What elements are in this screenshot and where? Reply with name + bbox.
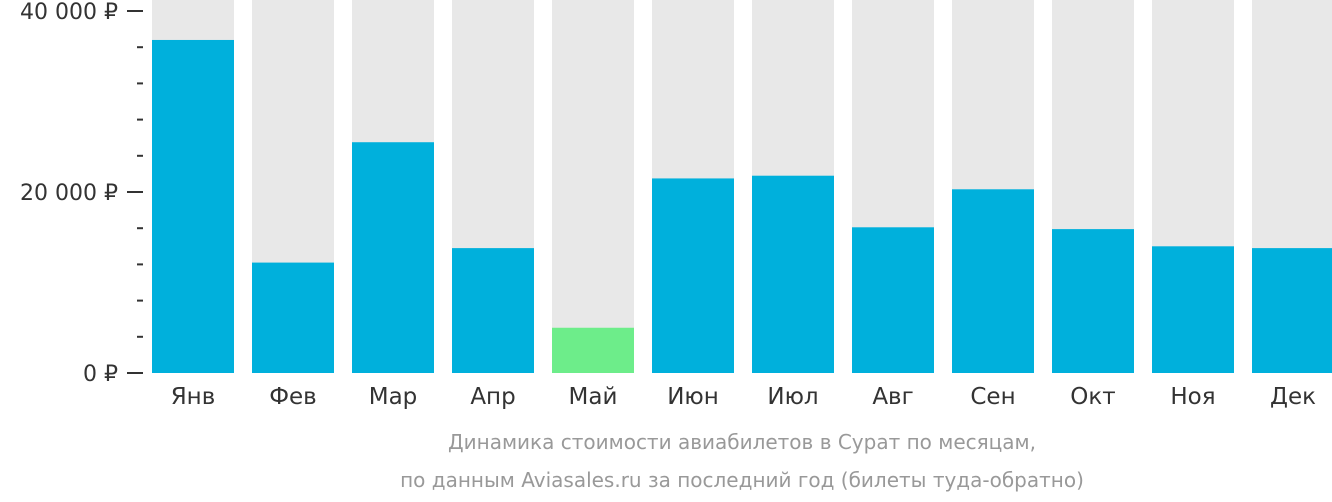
bar xyxy=(352,142,434,373)
bar-chart: Янв Фев Мар Апр Май Июн Июл Авг Сен Окт Ноя Дек 0 ₽ 2… xyxy=(20,0,1332,410)
chart-caption-line-1: Динамика стоимости авиабилетов в Сурат п… xyxy=(448,430,1036,454)
x-tick-label: Фев xyxy=(269,384,317,410)
x-tick-label: Ноя xyxy=(1170,384,1215,410)
bar xyxy=(652,178,734,373)
x-tick-label: Апр xyxy=(470,384,515,410)
x-tick-label: Июн xyxy=(667,384,719,410)
bar-cheapest xyxy=(552,327,634,373)
bar xyxy=(1152,246,1234,373)
y-tick-label: 20 000 ₽ xyxy=(20,181,118,206)
bar xyxy=(152,39,234,374)
y-tick-label: 0 ₽ xyxy=(83,362,118,387)
bar xyxy=(1252,248,1332,373)
x-tick-label: Мар xyxy=(369,384,418,410)
x-tick-label: Дек xyxy=(1270,384,1316,410)
chart-caption-line-2: по данным Aviasales.ru за последний год … xyxy=(400,468,1084,492)
x-tick-label: Окт xyxy=(1070,384,1115,410)
bar xyxy=(852,227,934,373)
x-tick-label: Авг xyxy=(872,384,913,410)
x-tick-label: Июл xyxy=(767,384,818,410)
bar xyxy=(252,262,334,373)
bar xyxy=(1052,229,1134,373)
bar-background xyxy=(552,0,634,373)
x-tick-label: Сен xyxy=(970,384,1015,410)
bar xyxy=(452,248,534,373)
bar xyxy=(752,175,834,373)
bar xyxy=(952,189,1034,373)
y-tick-label: 40 000 ₽ xyxy=(20,0,118,25)
x-tick-label: Янв xyxy=(171,384,216,410)
x-tick-label: Май xyxy=(569,384,618,410)
